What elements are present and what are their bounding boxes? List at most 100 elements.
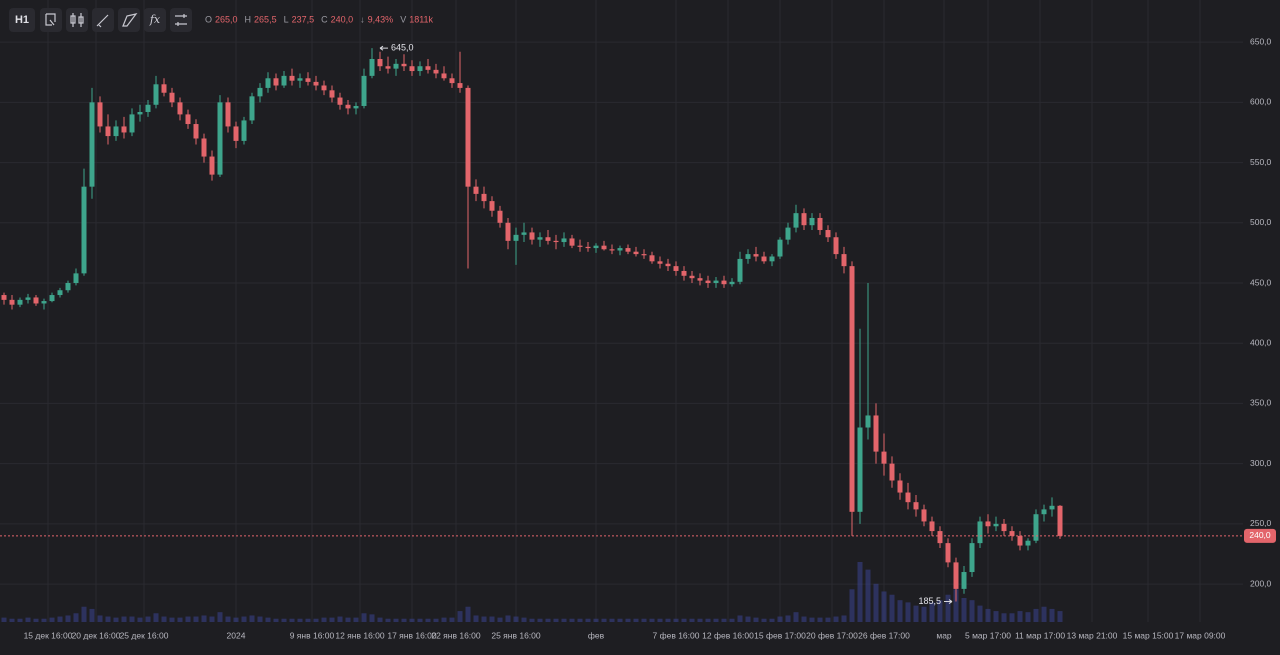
candle-body — [97, 102, 103, 127]
volume-bar — [185, 616, 191, 622]
candle-body — [433, 69, 439, 74]
candle-body — [833, 237, 839, 255]
candle-body — [225, 102, 231, 127]
legend-name: O — [205, 14, 212, 24]
volume-bar — [265, 617, 271, 622]
volume-bar — [633, 618, 639, 622]
volume-bar — [401, 618, 407, 622]
candle-body — [361, 75, 367, 106]
volume-bar — [361, 613, 367, 622]
candle-body — [905, 492, 911, 503]
candle-body — [1033, 514, 1039, 541]
candle-body — [929, 521, 935, 532]
legend-value: 237,5 — [292, 14, 315, 24]
candle-body — [745, 254, 751, 259]
volume-bar — [505, 615, 511, 622]
indicators-button[interactable] — [144, 8, 166, 32]
volume-bar — [913, 605, 919, 622]
candle-body — [617, 248, 623, 251]
volume-bar — [601, 618, 607, 622]
candle-body — [337, 97, 343, 105]
volume-bar — [249, 615, 255, 622]
volume-layer — [1, 562, 1063, 622]
brush-icon — [122, 13, 138, 27]
template-icon — [45, 13, 56, 26]
volume-bar — [313, 618, 319, 622]
candle-body — [553, 240, 559, 243]
x-tick-label: 20 дек 16:00 — [72, 630, 121, 640]
x-tick-label: 22 янв 16:00 — [431, 630, 481, 640]
volume-bar — [177, 617, 183, 622]
volume-bar — [593, 618, 599, 622]
candle-body — [497, 210, 503, 223]
volume-bar — [673, 618, 679, 622]
volume-bar — [89, 608, 95, 622]
y-tick-label: 500,0 — [1250, 217, 1272, 227]
x-tick-label: 5 мар 17:00 — [965, 630, 1011, 640]
candle-body — [385, 66, 391, 69]
volume-bar — [569, 618, 575, 622]
x-tick-label: 15 дек 16:00 — [24, 630, 73, 640]
candle-body — [697, 278, 703, 281]
candle-body — [105, 126, 111, 137]
x-tick-label: фев — [588, 630, 605, 640]
volume-bar — [433, 618, 439, 622]
volume-bar — [577, 618, 583, 622]
candle-body — [257, 87, 263, 97]
candle-body — [681, 270, 687, 276]
volume-bar — [921, 606, 927, 622]
volume-bar — [937, 600, 943, 622]
volume-bar — [841, 615, 847, 622]
volume-bar — [961, 598, 967, 622]
candle-body — [505, 222, 511, 241]
candle-body — [441, 73, 447, 79]
candle-body — [217, 102, 223, 175]
volume-bar — [585, 618, 591, 622]
volume-bar — [377, 617, 383, 622]
template-button[interactable] — [40, 8, 62, 32]
x-tick-label: 25 янв 16:00 — [491, 630, 541, 640]
x-tick-label: 11 мар 17:00 — [1015, 630, 1065, 640]
grid: 200,0 250,0 300,0 350,0 400,0 450,0 500,0 550,0… — [0, 0, 1272, 640]
volume-bar — [273, 618, 279, 622]
volume-bar — [489, 616, 495, 622]
overlay-layer: 240,0 645,0 185,5 — [0, 43, 1276, 606]
candle-body — [449, 78, 455, 84]
candle-body — [393, 63, 399, 69]
volume-bar — [993, 611, 999, 622]
candle-body — [353, 105, 359, 109]
volume-bar — [1017, 611, 1023, 622]
candle-body — [1025, 540, 1031, 546]
volume-bar — [353, 617, 359, 622]
candle-body — [761, 256, 767, 262]
y-tick-label: 550,0 — [1250, 157, 1272, 167]
interval-button[interactable] — [9, 8, 35, 32]
volume-bar — [1025, 612, 1031, 622]
volume-bar — [617, 618, 623, 622]
candle-body — [985, 521, 991, 527]
brush-button[interactable] — [118, 8, 140, 32]
candle-body — [809, 217, 815, 226]
volume-bar — [73, 613, 79, 622]
candle-body — [897, 480, 903, 493]
candle-body — [73, 273, 79, 284]
candle-body — [945, 543, 951, 563]
volume-bar — [705, 618, 711, 622]
x-tick-label: 12 фев 16:00 — [702, 630, 754, 640]
chart-type-icon — [70, 13, 84, 27]
candle-body — [321, 85, 327, 91]
legend-name: L — [284, 14, 289, 24]
x-tick-label: 26 фев 17:00 — [858, 630, 910, 640]
candle-body — [865, 415, 871, 428]
settings-button[interactable] — [170, 8, 192, 32]
volume-bar — [953, 589, 959, 622]
volume-bar — [825, 617, 831, 622]
candle-body — [473, 186, 479, 194]
chart-type-button[interactable] — [66, 8, 88, 32]
candle-body — [585, 246, 591, 249]
candle-body — [649, 255, 655, 262]
volume-bar — [865, 569, 871, 622]
volume-bar — [657, 618, 663, 622]
candle-body — [841, 254, 847, 267]
candle-body — [969, 543, 975, 573]
